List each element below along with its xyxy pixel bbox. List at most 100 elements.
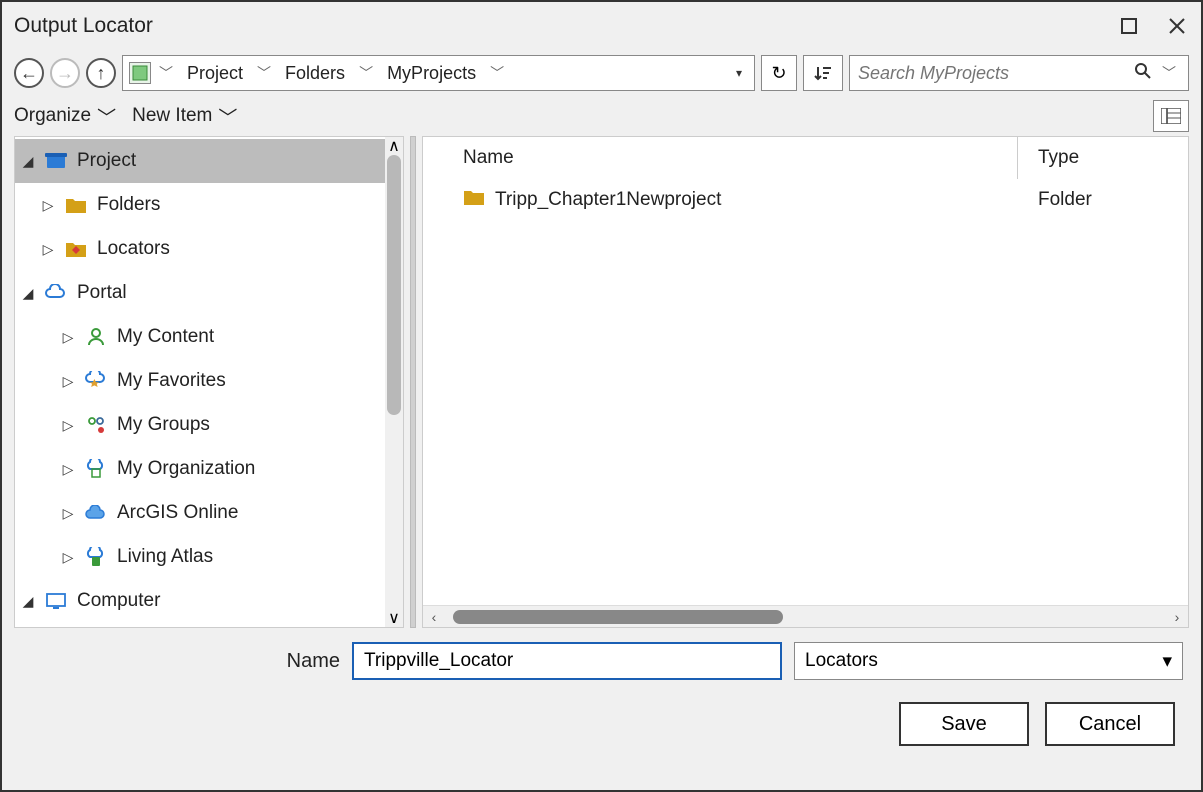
- scroll-right-icon[interactable]: ›: [1166, 609, 1188, 625]
- cloud-icon: [43, 282, 69, 304]
- scroll-thumb[interactable]: [453, 610, 783, 624]
- tree-label: Portal: [77, 282, 127, 304]
- breadcrumb-dropdown[interactable]: ▾: [736, 66, 748, 80]
- tree-label: My Content: [117, 326, 214, 348]
- expand-icon[interactable]: ▷: [61, 461, 75, 478]
- breadcrumb-myprojects[interactable]: MyProjects: [381, 63, 482, 84]
- content-panel: Name Type Tripp_Chapter1Newproject Folde…: [422, 136, 1189, 628]
- search-bar: ﹀: [849, 55, 1189, 91]
- scroll-up-icon[interactable]: ∧: [385, 137, 403, 155]
- content-body: Tripp_Chapter1Newproject Folder: [423, 179, 1188, 605]
- cloud-icon: [83, 502, 109, 524]
- tree: ◢ Project ▷ Folders ▷ Locators: [15, 137, 385, 627]
- tree-scrollbar[interactable]: ∧ ∨: [385, 137, 403, 627]
- tree-item-folders[interactable]: ▷ Folders: [15, 183, 385, 227]
- tree-item-my-content[interactable]: ▷ My Content: [15, 315, 385, 359]
- expand-icon[interactable]: ▷: [41, 241, 55, 258]
- chevron-down-icon[interactable]: ﹀: [355, 63, 377, 83]
- splitter[interactable]: [410, 136, 416, 628]
- project-icon: [43, 150, 69, 172]
- tree-item-project[interactable]: ◢ Project: [15, 139, 385, 183]
- expand-icon[interactable]: ◢: [21, 285, 35, 302]
- expand-icon[interactable]: ▷: [61, 373, 75, 390]
- horizontal-scrollbar[interactable]: ‹ ›: [423, 605, 1188, 627]
- save-button[interactable]: Save: [899, 702, 1029, 746]
- tree-label: My Groups: [117, 414, 210, 436]
- name-input[interactable]: [352, 642, 782, 680]
- tree-label: Living Atlas: [117, 546, 213, 568]
- titlebar: Output Locator: [2, 2, 1201, 50]
- search-icon[interactable]: [1128, 62, 1158, 85]
- expand-icon[interactable]: ▷: [61, 505, 75, 522]
- cloud-book-icon: [83, 546, 109, 568]
- column-name[interactable]: Name: [423, 137, 1018, 179]
- new-item-menu[interactable]: New Item ﹀: [132, 103, 237, 130]
- location-icon: [129, 62, 151, 84]
- up-button[interactable]: ↑: [86, 58, 116, 88]
- organize-menu[interactable]: Organize ﹀: [14, 103, 116, 130]
- scroll-thumb[interactable]: [387, 155, 401, 415]
- tree-item-portal[interactable]: ◢ Portal: [15, 271, 385, 315]
- footer: Name Locators ▾ Save Cancel: [2, 628, 1201, 788]
- expand-icon[interactable]: ▷: [61, 329, 75, 346]
- scroll-left-icon[interactable]: ‹: [423, 609, 445, 625]
- folder-icon: [463, 188, 485, 212]
- tree-item-arcgis[interactable]: ▷ ArcGIS Online: [15, 491, 385, 535]
- groups-icon: [83, 414, 109, 436]
- tree-label: My Favorites: [117, 370, 226, 392]
- tree-item-locators[interactable]: ▷ Locators: [15, 227, 385, 271]
- tree-panel: ◢ Project ▷ Folders ▷ Locators: [14, 136, 404, 628]
- breadcrumb-folders[interactable]: Folders: [279, 63, 351, 84]
- column-type[interactable]: Type: [1018, 137, 1188, 179]
- tree-label: Project: [77, 150, 136, 172]
- expand-icon[interactable]: ◢: [21, 593, 35, 610]
- tree-label: My Organization: [117, 458, 255, 480]
- chevron-down-icon[interactable]: ﹀: [486, 63, 508, 83]
- tree-item-my-groups[interactable]: ▷ My Groups: [15, 403, 385, 447]
- refresh-button[interactable]: ↻: [761, 55, 797, 91]
- new-item-label: New Item: [132, 105, 212, 127]
- locators-icon: [63, 238, 89, 260]
- breadcrumb-project[interactable]: Project: [181, 63, 249, 84]
- type-selected: Locators: [805, 650, 878, 672]
- chevron-down-icon: ▾: [1162, 650, 1172, 673]
- chevron-down-icon: ﹀: [97, 103, 116, 130]
- content-header: Name Type: [423, 137, 1188, 179]
- cloud-building-icon: [83, 458, 109, 480]
- search-dropdown[interactable]: ﹀: [1158, 63, 1180, 83]
- main-area: ◢ Project ▷ Folders ▷ Locators: [2, 136, 1201, 628]
- type-dropdown[interactable]: Locators ▾: [794, 642, 1183, 680]
- search-input[interactable]: [858, 63, 1128, 84]
- cloud-star-icon: [83, 370, 109, 392]
- window-title: Output Locator: [14, 14, 153, 38]
- tree-label: Folders: [97, 194, 160, 216]
- item-type: Folder: [1018, 189, 1188, 211]
- expand-icon[interactable]: ▷: [61, 417, 75, 434]
- tree-item-computer[interactable]: ◢ Computer: [15, 579, 385, 623]
- chevron-down-icon[interactable]: ﹀: [155, 63, 177, 83]
- tree-label: Locators: [97, 238, 170, 260]
- back-button[interactable]: ←: [14, 58, 44, 88]
- sort-button[interactable]: [803, 55, 843, 91]
- view-mode-button[interactable]: [1153, 100, 1189, 132]
- tree-item-my-org[interactable]: ▷ My Organization: [15, 447, 385, 491]
- expand-icon[interactable]: ▷: [61, 549, 75, 566]
- scroll-down-icon[interactable]: ∨: [385, 609, 403, 627]
- breadcrumb-bar[interactable]: ﹀ Project ﹀ Folders ﹀ MyProjects ﹀ ▾: [122, 55, 755, 91]
- expand-icon[interactable]: ◢: [21, 153, 35, 170]
- forward-button[interactable]: →: [50, 58, 80, 88]
- person-icon: [83, 326, 109, 348]
- toolbar: Organize ﹀ New Item ﹀: [2, 96, 1201, 136]
- window-controls: [1117, 14, 1189, 38]
- tree-item-living-atlas[interactable]: ▷ Living Atlas: [15, 535, 385, 579]
- chevron-down-icon[interactable]: ﹀: [253, 63, 275, 83]
- close-button[interactable]: [1165, 14, 1189, 38]
- cancel-button[interactable]: Cancel: [1045, 702, 1175, 746]
- expand-icon[interactable]: ▷: [41, 197, 55, 214]
- tree-item-my-favorites[interactable]: ▷ My Favorites: [15, 359, 385, 403]
- chevron-down-icon: ﹀: [218, 103, 237, 130]
- list-item[interactable]: Tripp_Chapter1Newproject Folder: [423, 179, 1188, 221]
- maximize-button[interactable]: [1117, 14, 1141, 38]
- navbar: ← → ↑ ﹀ Project ﹀ Folders ﹀ MyProjects ﹀…: [2, 50, 1201, 96]
- item-name: Tripp_Chapter1Newproject: [495, 189, 721, 211]
